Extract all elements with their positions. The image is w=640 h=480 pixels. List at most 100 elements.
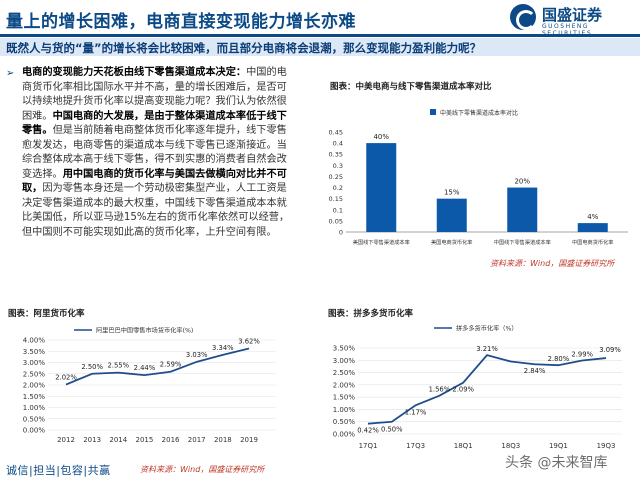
x-tick-label: 2017 — [188, 436, 206, 444]
y-tick-label: 0.3 — [333, 162, 343, 170]
x-tick-label: 2015 — [136, 436, 154, 444]
data-label: 2.55% — [107, 362, 129, 370]
y-tick-label: 0.50% — [333, 418, 356, 426]
paragraph-bold-run: 电商的变现能力天花板由线下零售渠道成本决定： — [22, 67, 247, 78]
y-tick-label: 0.00% — [23, 427, 46, 435]
x-tick-label: 美国线下零售渠道成本率 — [353, 238, 410, 246]
bar — [507, 187, 538, 232]
x-tick-label: 中国电商货币化率 — [572, 238, 614, 246]
legend-label: 阿里巴巴中国零售市场货币化率(%) — [96, 327, 193, 335]
y-tick-label: 2.50% — [333, 369, 356, 377]
data-label: 1.56% — [429, 386, 451, 394]
page-title: 量上的增长困难，电商直接变现能力增长亦难 — [6, 12, 356, 32]
data-label: 2.09% — [452, 386, 474, 394]
data-label: 0.50% — [381, 426, 403, 434]
y-tick-label: 1.00% — [23, 404, 46, 412]
paragraph-bold-run: 用中国电商的货币化率与美国去做横向对比并不可取， — [22, 168, 287, 195]
x-tick-label: 19Q1 — [549, 442, 568, 450]
data-label: 3.21% — [476, 345, 498, 353]
y-tick-label: 0.1 — [333, 206, 343, 214]
x-tick-label: 18Q1 — [454, 442, 473, 450]
legend-label: 中美线下零售渠道成本率对比 — [440, 109, 518, 117]
y-tick-label: 3.00% — [333, 357, 356, 365]
data-label: 2.44% — [134, 364, 156, 372]
x-tick-label: 17Q3 — [406, 442, 425, 450]
y-tick-label: 2.50% — [23, 370, 46, 378]
brand-logo-icon — [510, 4, 536, 30]
y-tick-label: 1.00% — [333, 406, 356, 414]
series-line — [367, 354, 607, 425]
bullet-arrow-icon: ➢ — [6, 68, 15, 79]
y-tick-label: 2.00% — [23, 382, 46, 390]
y-tick-label: 2.00% — [333, 381, 356, 389]
body-paragraph: 电商的变现能力天花板由线下零售渠道成本决定：中国的电商货币化率相比国际水平并不高… — [22, 66, 297, 240]
bar — [577, 223, 608, 232]
data-label: 2.50% — [81, 363, 103, 371]
x-tick-label: 19Q3 — [597, 442, 616, 450]
chart-alibaba-monetization: 0.00% 0.50% 1.00% 1.50% 2.00% 2.50% 3.00% 3.50%… — [23, 327, 276, 444]
header-divider — [0, 34, 640, 37]
x-tick-label: 2019 — [240, 436, 258, 444]
data-label: 3.03% — [186, 351, 208, 359]
chart-pinduoduo-monetization: 0.00% 0.50% 1.00% 1.50% 2.00% 2.50% 3.00% 3.50%… — [333, 325, 622, 450]
x-tick-label: 2013 — [83, 436, 101, 444]
data-label: 3.34% — [212, 344, 234, 352]
chart1-caption: 图表：中美电商与线下零售渠道成本率对比 — [330, 82, 492, 92]
chart-cost-rate-comparison: 0 0.05 0.1 0.15 0.2 0.25 0.3 0.35 0.4 0.45 中美线下零售渠… — [329, 109, 628, 246]
footer-motto: 诚信|担当|包容|共赢 — [6, 464, 111, 477]
question-bar: 既然人与货的“量”的增长将会比较困难，而且部分电商将会退潮，那么变现能力盈利能力… — [0, 38, 640, 56]
y-tick-label: 4.00% — [23, 337, 46, 345]
paragraph-run: 但是当前随着电商整体货币化率逐年提升，线下零售愈发发达，电商零售的渠道成本与线下… — [22, 125, 287, 180]
x-tick-label: 18Q3 — [501, 442, 520, 450]
brand-name: 国盛证券 — [542, 6, 603, 24]
y-tick-label: 3.50% — [333, 345, 356, 353]
chart1-source: 资料来源：Wind，国盛证券研究所 — [490, 259, 615, 268]
chart3-caption: 图表：拼多多货币化率 — [328, 309, 414, 319]
data-label: 2.02% — [55, 374, 77, 382]
legend-swatch — [430, 109, 436, 115]
x-tick-label: 2014 — [109, 436, 127, 444]
x-tick-label: 美国电商货币化率 — [431, 238, 473, 246]
bar — [436, 198, 467, 232]
footer-source: 资料来源：Wind，国盛证券研究所 — [140, 465, 265, 474]
y-tick-label: 0 — [339, 229, 343, 237]
y-tick-label: 0.00% — [333, 431, 356, 439]
data-label: 2.99% — [571, 351, 593, 359]
y-tick-label: 0.2 — [333, 184, 343, 192]
header: 量上的增长困难，电商直接变现能力增长亦难 国盛证券 GUOSHENG SECUR… — [0, 0, 640, 38]
bar — [366, 143, 397, 232]
watermark: 头条 @未来智库 — [505, 455, 608, 471]
data-label: 3.62% — [238, 338, 260, 346]
chart2-caption: 图表：阿里货币化率 — [8, 309, 85, 319]
y-tick-label: 0.50% — [23, 415, 46, 423]
bar-value-label: 40% — [373, 133, 389, 141]
y-tick-label: 0.25 — [329, 173, 343, 181]
legend-label: 拼多多货币化率（%） — [456, 325, 518, 333]
paragraph-run: 中国的电商货币化率相比国际水平并不高，量的增长困难后，是否可以持续地提升货币化率… — [22, 67, 287, 122]
bar-value-label: 4% — [587, 213, 598, 221]
data-label: 1.17% — [405, 408, 427, 416]
y-tick-label: 0.15 — [329, 195, 343, 203]
x-tick-label: 2012 — [57, 436, 75, 444]
x-tick-label: 2018 — [214, 436, 232, 444]
data-label: 3.09% — [599, 346, 621, 354]
x-tick-label: 2016 — [162, 436, 180, 444]
paragraph-bold-run: 中国电商的大发展，是由于整体渠道成本率低于线下零售。 — [22, 110, 287, 137]
y-tick-label: 0.35 — [329, 151, 343, 159]
y-tick-label: 3.00% — [23, 359, 46, 367]
y-tick-label: 0.05 — [329, 217, 343, 225]
y-tick-label: 1.50% — [23, 393, 46, 401]
x-tick-label: 中国线下零售渠道成本率 — [494, 238, 551, 246]
bar-value-label: 15% — [444, 189, 460, 197]
x-tick-label: 17Q1 — [359, 442, 378, 450]
data-label: 2.84% — [524, 367, 546, 375]
brand: 国盛证券 GUOSHENG SECURITIES — [510, 2, 638, 37]
question-text: 既然人与货的“量”的增长将会比较困难，而且部分电商将会退潮，那么变现能力盈利能力… — [6, 41, 482, 55]
data-label: 0.42% — [357, 427, 379, 435]
y-tick-label: 0.45 — [329, 129, 343, 137]
y-tick-label: 1.50% — [333, 394, 356, 402]
y-tick-label: 0.4 — [333, 140, 343, 148]
brand-subtitle: GUOSHENG SECURITIES — [542, 23, 591, 37]
data-label: 2.59% — [160, 361, 182, 369]
data-label: 2.80% — [548, 355, 570, 363]
